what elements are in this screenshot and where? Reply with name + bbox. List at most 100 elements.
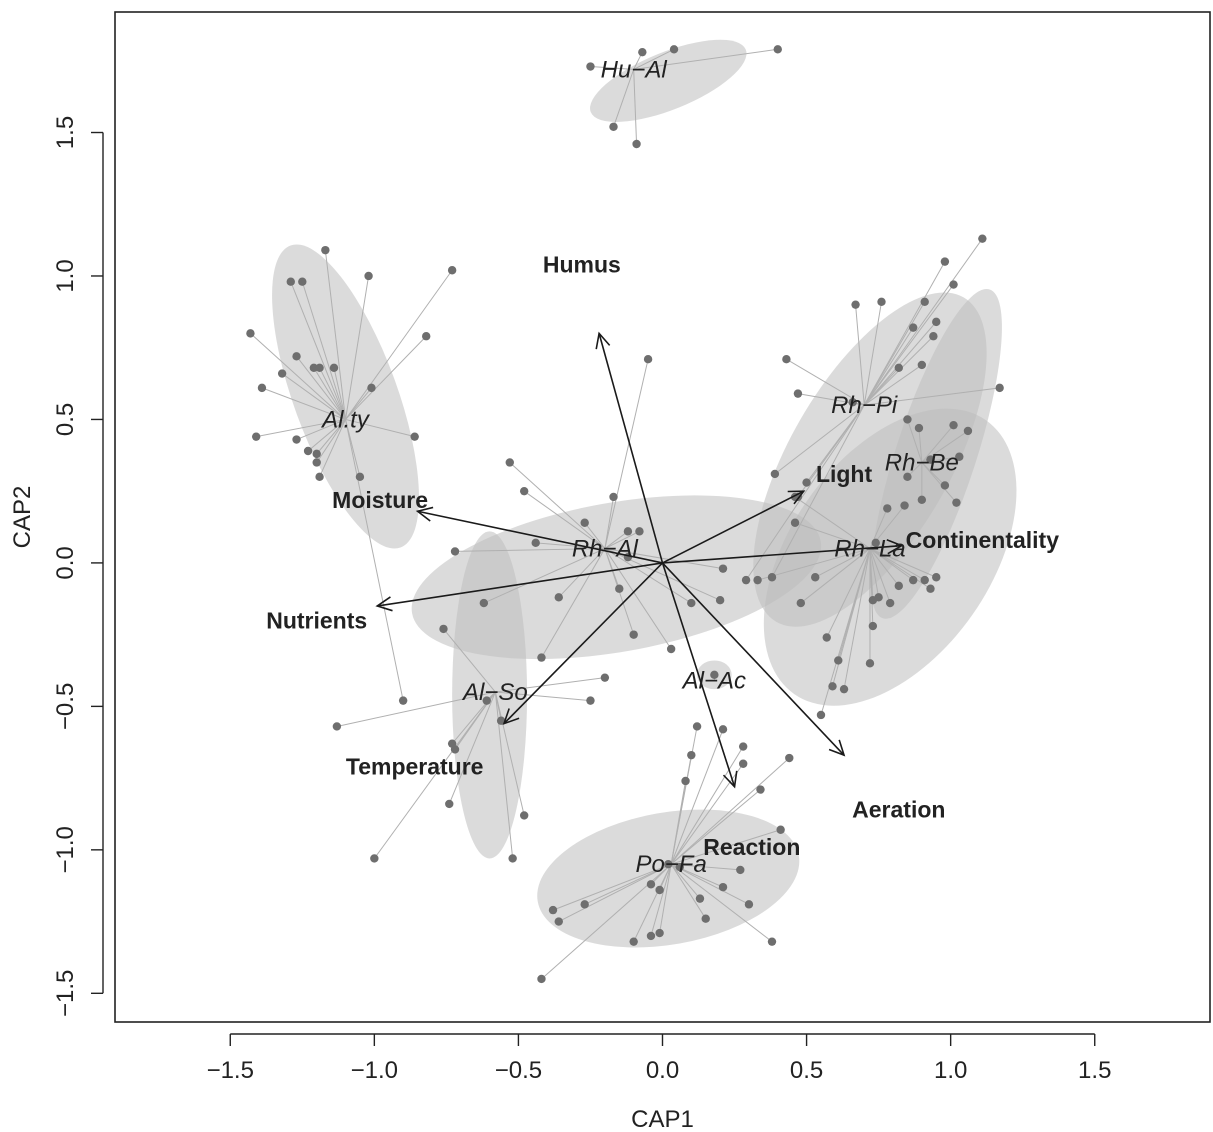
vector-label-moisture: Moisture (332, 487, 428, 513)
spider-line-hu-al (633, 48, 675, 70)
data-point-rh-al (635, 527, 644, 536)
spider-line-rh-al (523, 490, 606, 549)
spider-line-rh-be (921, 424, 954, 463)
spider-line-al-ty (319, 367, 346, 420)
data-point-po-fa (548, 905, 558, 915)
group-label-rh-al: Rh−Al (572, 536, 639, 563)
data-point-rh-al (643, 354, 653, 364)
data-point-hu-al (609, 122, 618, 131)
spider-line-rh-la (869, 548, 891, 604)
data-point-al-ty (367, 383, 376, 393)
data-point-po-fa (655, 928, 664, 938)
data-point-po-fa (692, 722, 702, 731)
data-point-al-ty (312, 458, 321, 467)
data-point-rh-la (790, 518, 800, 527)
spider-line-rh-la (869, 548, 874, 601)
data-point-rh-pi (741, 575, 751, 585)
data-point-rh-la (796, 598, 806, 608)
spider-line-al-so (448, 691, 496, 805)
spider-lines-layer (250, 48, 1000, 980)
y-axis-title: CAP2 (9, 486, 36, 549)
data-point-al-ty (329, 363, 339, 372)
spider-line-rh-pi (863, 301, 882, 406)
spider-line-al-ty (345, 275, 370, 420)
ellipse-al-ty (272, 244, 419, 549)
data-point-rh-pi (770, 469, 780, 479)
data-point-rh-be (955, 452, 964, 461)
spider-line-rh-al (455, 548, 605, 552)
data-point-po-fa (738, 759, 748, 768)
data-point-hu-al (773, 45, 782, 54)
data-point-al-ty (321, 245, 330, 255)
spider-line-rh-al (558, 548, 606, 598)
data-point-hu-al (586, 62, 595, 71)
ellipse-al-so (452, 531, 528, 859)
spider-line-po-fa (670, 863, 773, 943)
spider-line-rh-pi (863, 284, 954, 406)
data-point-po-fa (736, 865, 745, 875)
y-tick-label: −0.5 (52, 683, 79, 730)
spider-line-al-ty (256, 418, 346, 438)
spider-line-al-so (494, 691, 525, 816)
data-point-rh-pi (929, 332, 938, 341)
spider-line-po-fa (670, 863, 701, 899)
vector-label-temperature: Temperature (346, 754, 484, 780)
data-point-rh-be (914, 423, 924, 433)
group-label-al-ty: Al.ty (320, 406, 371, 433)
data-point-rh-la (828, 682, 837, 691)
data-point-rh-la (874, 593, 883, 602)
data-point-al-ty (277, 369, 287, 378)
data-point-rh-pi (767, 573, 777, 582)
data-point-rh-pi (940, 257, 950, 266)
data-point-rh-be (940, 481, 950, 490)
spider-line-rh-al (584, 522, 606, 549)
vector-arrow-aeration (661, 562, 845, 756)
data-point-po-fa (738, 742, 748, 751)
spider-line-rh-al (509, 462, 606, 549)
spider-line-al-ty (345, 335, 427, 420)
data-point-al-ty (292, 435, 301, 444)
data-point-po-fa (776, 825, 785, 834)
spider-line-rh-pi (863, 327, 914, 406)
data-point-po-fa (646, 880, 656, 889)
data-point-rh-al (715, 596, 725, 605)
data-point-po-fa (756, 785, 765, 794)
data-point-rh-be (963, 426, 973, 436)
spider-line-al-ty (261, 387, 346, 420)
ellipse-hu-al (590, 39, 747, 122)
vector-arrow-light (662, 490, 805, 564)
data-point-po-fa (580, 900, 589, 909)
vector-label-nutrients: Nutrients (266, 607, 367, 633)
spider-line-rh-pi (786, 358, 865, 406)
spider-line-hu-al (590, 66, 634, 70)
spider-line-al-ty (345, 418, 415, 438)
spider-line-rh-la (814, 548, 871, 578)
spider-line-al-ty (316, 419, 346, 455)
spider-line-rh-be (921, 462, 957, 503)
data-point-al-ty (364, 271, 373, 281)
y-tick-label: −1.5 (52, 970, 79, 1017)
spider-line-al-ty (345, 419, 404, 701)
data-point-po-fa (537, 974, 546, 984)
spider-line-rh-be (906, 419, 923, 463)
data-point-rh-la (839, 684, 849, 694)
data-point-po-fa (695, 894, 705, 903)
data-point-rh-be (903, 415, 912, 424)
data-point-al-so (600, 673, 610, 682)
x-tick-label: 0.5 (790, 1057, 823, 1084)
vector-arrowhead-temperature (502, 708, 520, 725)
data-point-rh-be (949, 420, 958, 430)
data-point-al-ty (355, 472, 365, 482)
data-point-rh-al (623, 527, 633, 536)
data-point-rh-pi (782, 354, 791, 364)
spider-line-rh-la (794, 522, 871, 550)
data-point-rh-la (868, 621, 878, 631)
group-label-rh-la: Rh−La (834, 536, 905, 563)
data-point-rh-la (811, 573, 820, 582)
data-point-al-ty (312, 449, 321, 459)
spider-line-rh-be (918, 428, 923, 463)
data-point-al-ty (315, 472, 324, 482)
spider-line-rh-la (757, 548, 871, 581)
data-point-al-ty (309, 363, 319, 372)
